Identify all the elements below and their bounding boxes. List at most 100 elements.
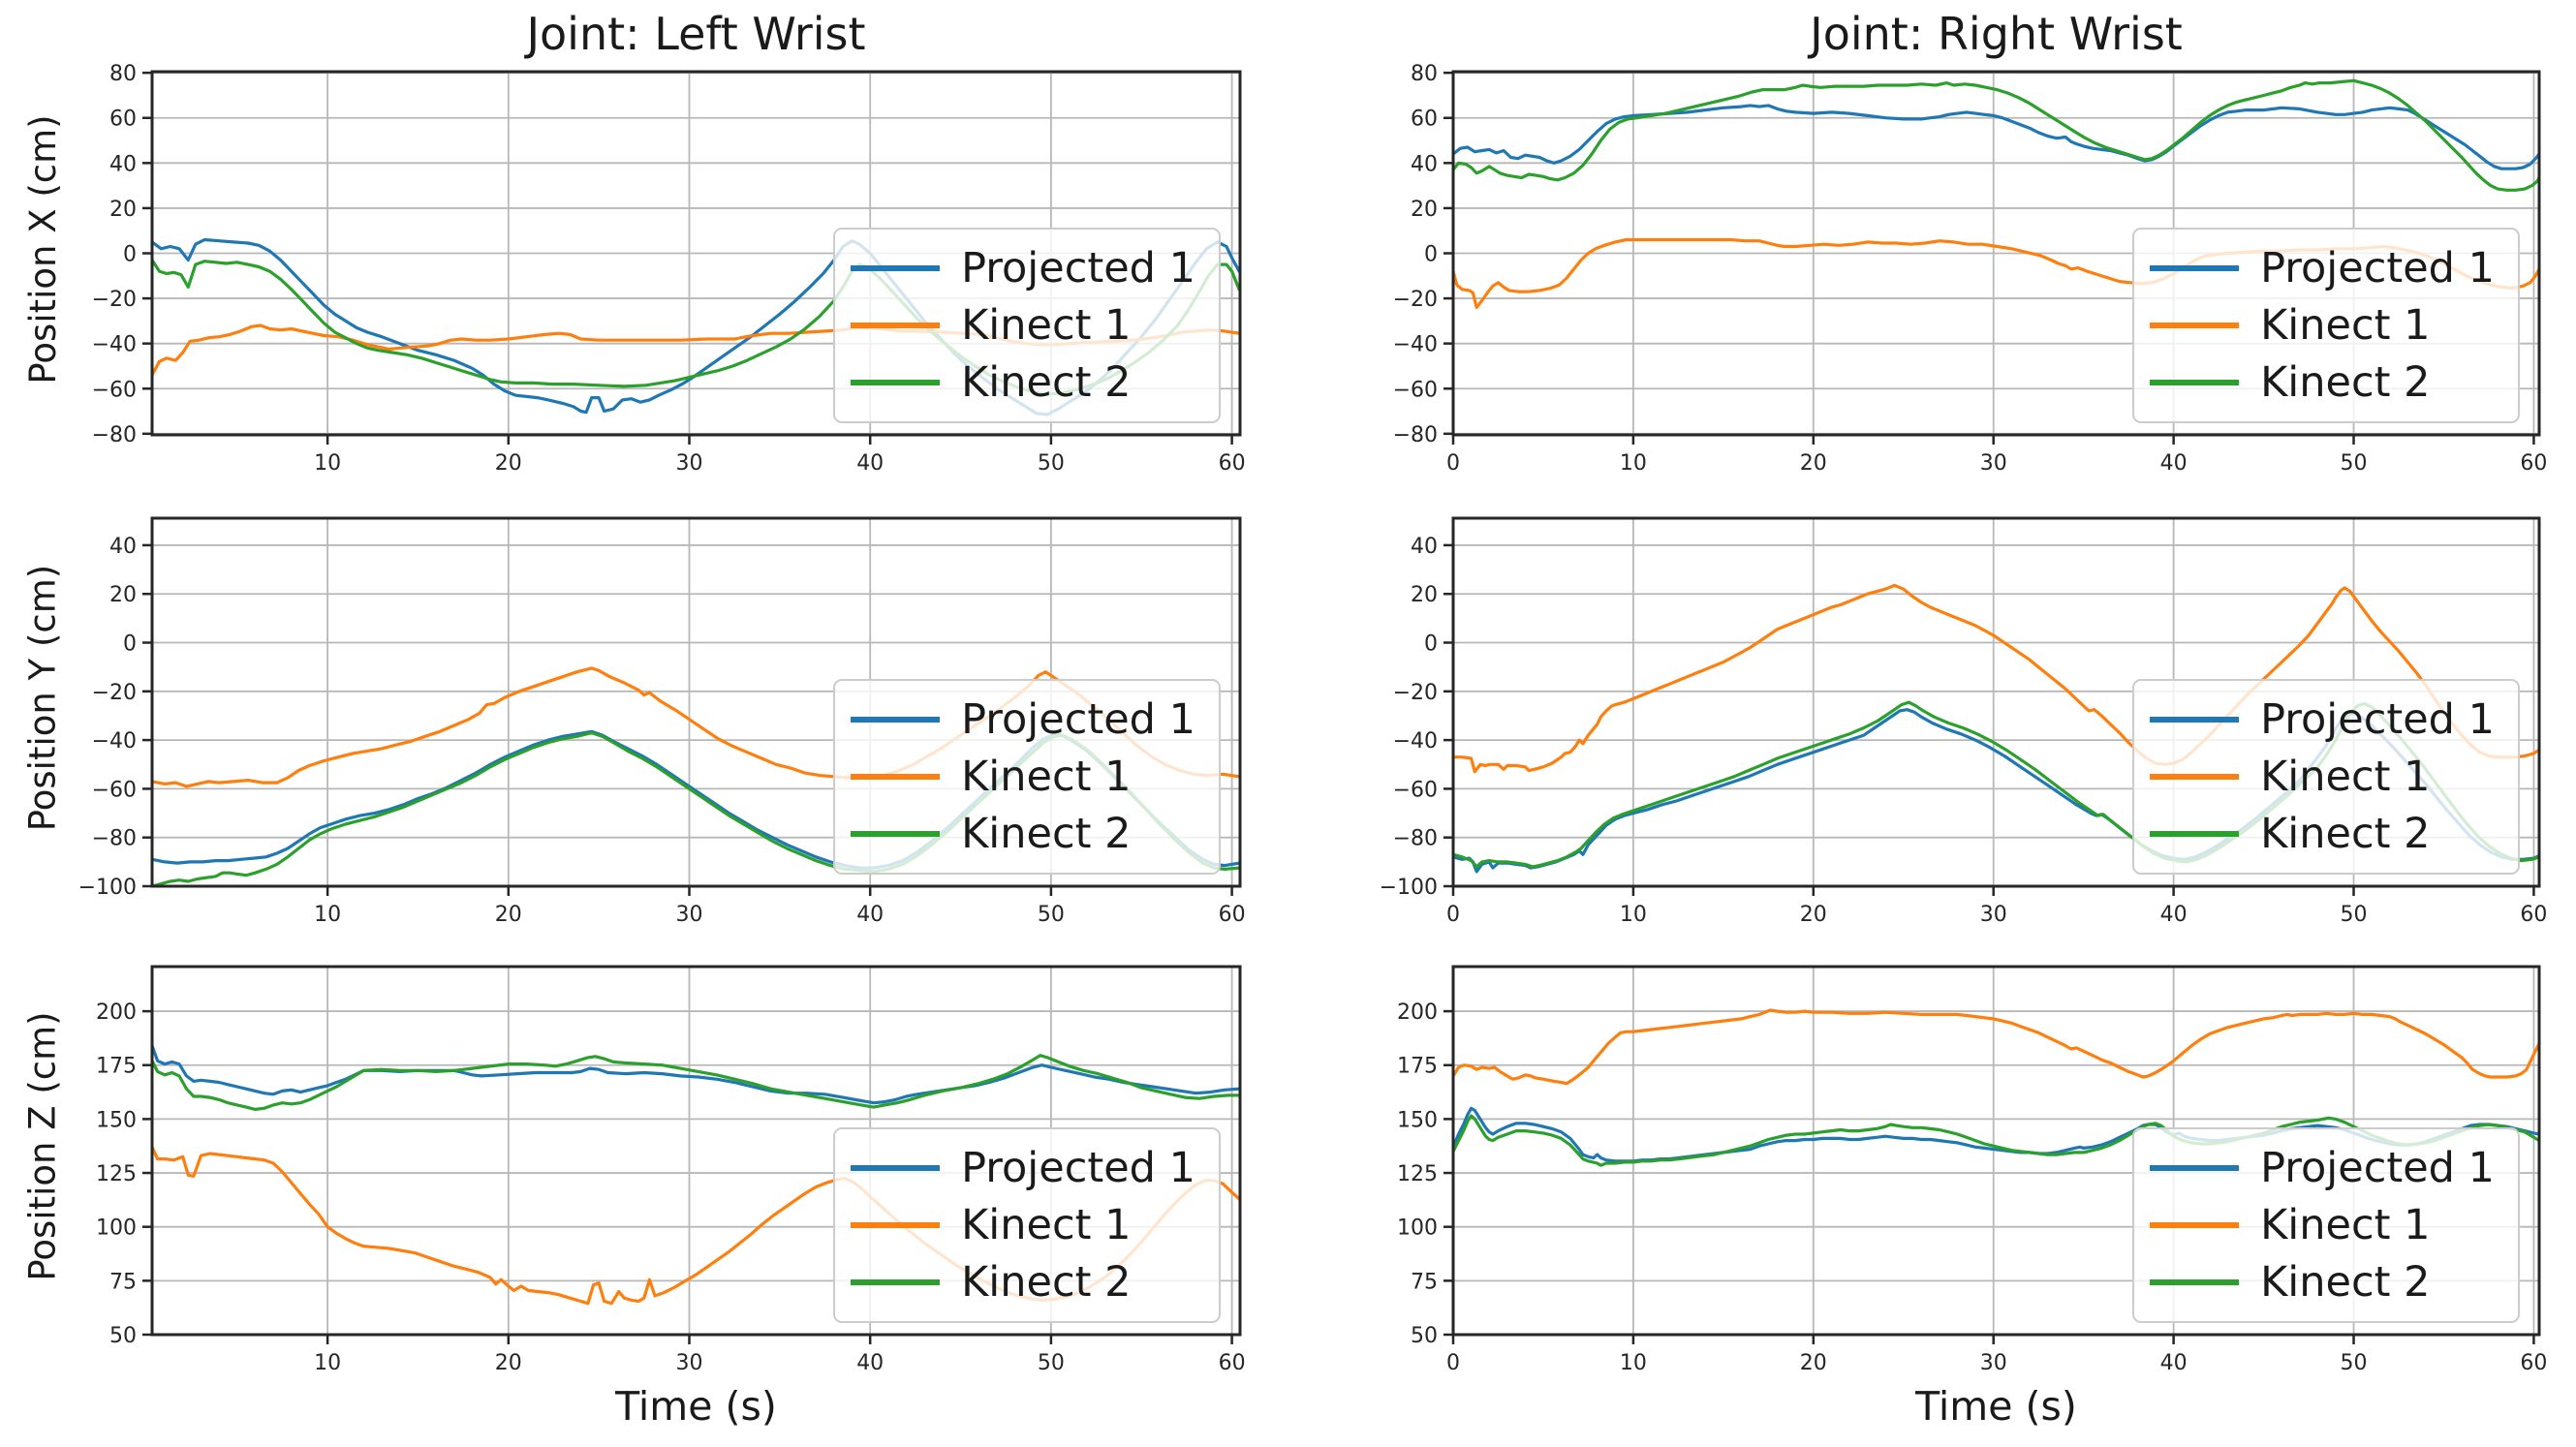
legend-entry-projected1: Projected 1 — [851, 694, 1195, 745]
y-tick-label: 175 — [1397, 1055, 1438, 1079]
legend-label: Projected 1 — [2260, 694, 2495, 744]
kinect2-line-swatch — [851, 1279, 941, 1285]
y-tick-label: 125 — [1397, 1162, 1438, 1186]
y-tick-label: 0 — [123, 632, 137, 657]
legend-entry-projected1: Projected 1 — [851, 1143, 1195, 1193]
x-tick-label: 30 — [675, 1351, 702, 1375]
legend-right-z: Projected 1 Kinect 1 Kinect 2 — [2132, 1127, 2520, 1323]
projected1-line-swatch — [851, 717, 941, 723]
axes-spine — [1451, 516, 2541, 888]
y-axis-label-position-x: Position X (cm) — [21, 113, 64, 385]
y-tick-label: 75 — [1411, 1270, 1438, 1294]
y-tick-label: −40 — [1393, 729, 1438, 754]
series-line-kinect-2 — [1453, 78, 2539, 192]
y-tick-label: −60 — [92, 378, 137, 402]
kinect2-line-swatch — [851, 831, 941, 837]
x-tick-label: 30 — [1980, 451, 2007, 476]
x-tick-label: 40 — [2160, 451, 2188, 476]
series-line-projected-1 — [1453, 104, 2539, 170]
y-tick-label: −60 — [1393, 378, 1438, 402]
subplot-right-wrist-position-x: 0 10 20 30 40 50 60 −80 −60 −40 −20 0 20 40 60 80 — [1393, 62, 2548, 476]
kinect1-line-swatch — [851, 1222, 941, 1228]
y-tick-label: −40 — [92, 729, 137, 754]
legend-label: Projected 1 — [2260, 243, 2495, 292]
legend-entry-kinect2: Kinect 2 — [2150, 1257, 2495, 1308]
subplot-left-wrist-position-x: 10 20 30 40 50 60 −80 −60 −40 −20 0 20 40 60 80 — [92, 62, 1246, 476]
y-tick-label: −20 — [92, 681, 137, 705]
y-tick-label: −80 — [1393, 827, 1438, 851]
series-line-projected-1 — [152, 1044, 1240, 1105]
x-tick-label: 30 — [675, 903, 702, 927]
legend-entry-kinect1: Kinect 1 — [851, 752, 1195, 802]
x-tick-label: 10 — [1620, 1351, 1647, 1375]
x-tick-label: 50 — [2341, 903, 2368, 927]
projected1-line-swatch — [2150, 265, 2240, 271]
x-tick-label: 0 — [1446, 1351, 1460, 1375]
x-tick-label: 40 — [856, 903, 884, 927]
x-tick-label: 20 — [495, 451, 522, 476]
y-tick-label: −60 — [1393, 778, 1438, 802]
kinect2-line-swatch — [851, 380, 941, 385]
legend-entry-projected1: Projected 1 — [2150, 243, 2495, 293]
legend-label: Kinect 1 — [2260, 300, 2431, 350]
x-tick-label: 60 — [1219, 451, 1246, 476]
kinect2-line-swatch — [2150, 380, 2240, 385]
legend-label: Kinect 2 — [961, 1257, 1132, 1307]
y-tick-label: 40 — [109, 152, 137, 176]
subplot-right-wrist-position-y: 0 10 20 30 40 50 60 −100 −80 −60 −40 −20 0 20 40 — [1380, 516, 2547, 927]
x-tick-label: 60 — [2520, 903, 2547, 927]
x-tick-label: 10 — [1620, 451, 1647, 476]
x-tick-label: 0 — [1446, 903, 1460, 927]
y-tick-label: 200 — [1397, 1001, 1438, 1025]
axes-spine — [150, 965, 1242, 1337]
y-tick-label: 150 — [1397, 1108, 1438, 1132]
x-tick-label: 60 — [2520, 451, 2547, 476]
x-tick-label: 20 — [495, 1351, 522, 1375]
x-tick-label: 30 — [1980, 903, 2007, 927]
legend-label: Projected 1 — [961, 1143, 1195, 1192]
x-tick-label: 60 — [1219, 1351, 1246, 1375]
series-line-kinect-1 — [1453, 1008, 2539, 1086]
y-tick-label: −80 — [1393, 423, 1438, 447]
y-tick-label: 150 — [96, 1108, 137, 1132]
x-tick-label: 40 — [856, 451, 884, 476]
y-tick-label: −100 — [78, 876, 137, 900]
y-tick-label: 80 — [1411, 62, 1438, 86]
x-tick-label: 10 — [314, 1351, 341, 1375]
legend-entry-kinect1: Kinect 1 — [2150, 752, 2495, 802]
legend-entry-kinect2: Kinect 2 — [851, 357, 1195, 408]
x-tick-label: 60 — [2520, 1351, 2547, 1375]
kinect1-line-swatch — [2150, 774, 2240, 780]
y-tick-label: 80 — [109, 62, 137, 86]
legend-label: Projected 1 — [961, 243, 1195, 292]
y-tick-label: 175 — [96, 1055, 137, 1079]
y-tick-label: 20 — [1411, 198, 1438, 222]
kinect1-line-swatch — [2150, 323, 2240, 328]
kinect1-line-swatch — [851, 323, 941, 328]
axes-spine — [1451, 965, 2541, 1337]
legend-entry-kinect2: Kinect 2 — [2150, 357, 2495, 408]
legend-label: Kinect 2 — [2260, 1257, 2431, 1307]
projected1-line-swatch — [851, 265, 941, 271]
legend-entry-projected1: Projected 1 — [2150, 1143, 2495, 1193]
y-tick-label: −60 — [92, 778, 137, 802]
legend-right-y: Projected 1 Kinect 1 Kinect 2 — [2132, 679, 2520, 875]
legend-label: Kinect 2 — [2260, 357, 2431, 407]
y-tick-label: 40 — [1411, 535, 1438, 559]
x-tick-label: 50 — [2341, 1351, 2368, 1375]
legend-entry-kinect2: Kinect 2 — [851, 1257, 1195, 1308]
legend-entry-projected1: Projected 1 — [2150, 694, 2495, 745]
kinect1-line-swatch — [851, 774, 941, 780]
x-tick-label: 20 — [495, 903, 522, 927]
subplot-left-wrist-position-z: 10 20 30 40 50 60 50 75 100 125 150 175 200 — [96, 965, 1246, 1375]
x-tick-label: 10 — [1620, 903, 1647, 927]
x-tick-label: 50 — [1038, 1351, 1065, 1375]
chart-title-right-wrist: Joint: Right Wrist — [1810, 8, 2183, 60]
y-tick-label: 100 — [1397, 1216, 1438, 1241]
x-tick-label: 40 — [2160, 903, 2188, 927]
legend-entry-kinect1: Kinect 1 — [851, 300, 1195, 351]
x-tick-label: 20 — [1800, 451, 1827, 476]
legend-label: Kinect 2 — [2260, 809, 2431, 858]
legend-label: Kinect 2 — [961, 357, 1132, 407]
